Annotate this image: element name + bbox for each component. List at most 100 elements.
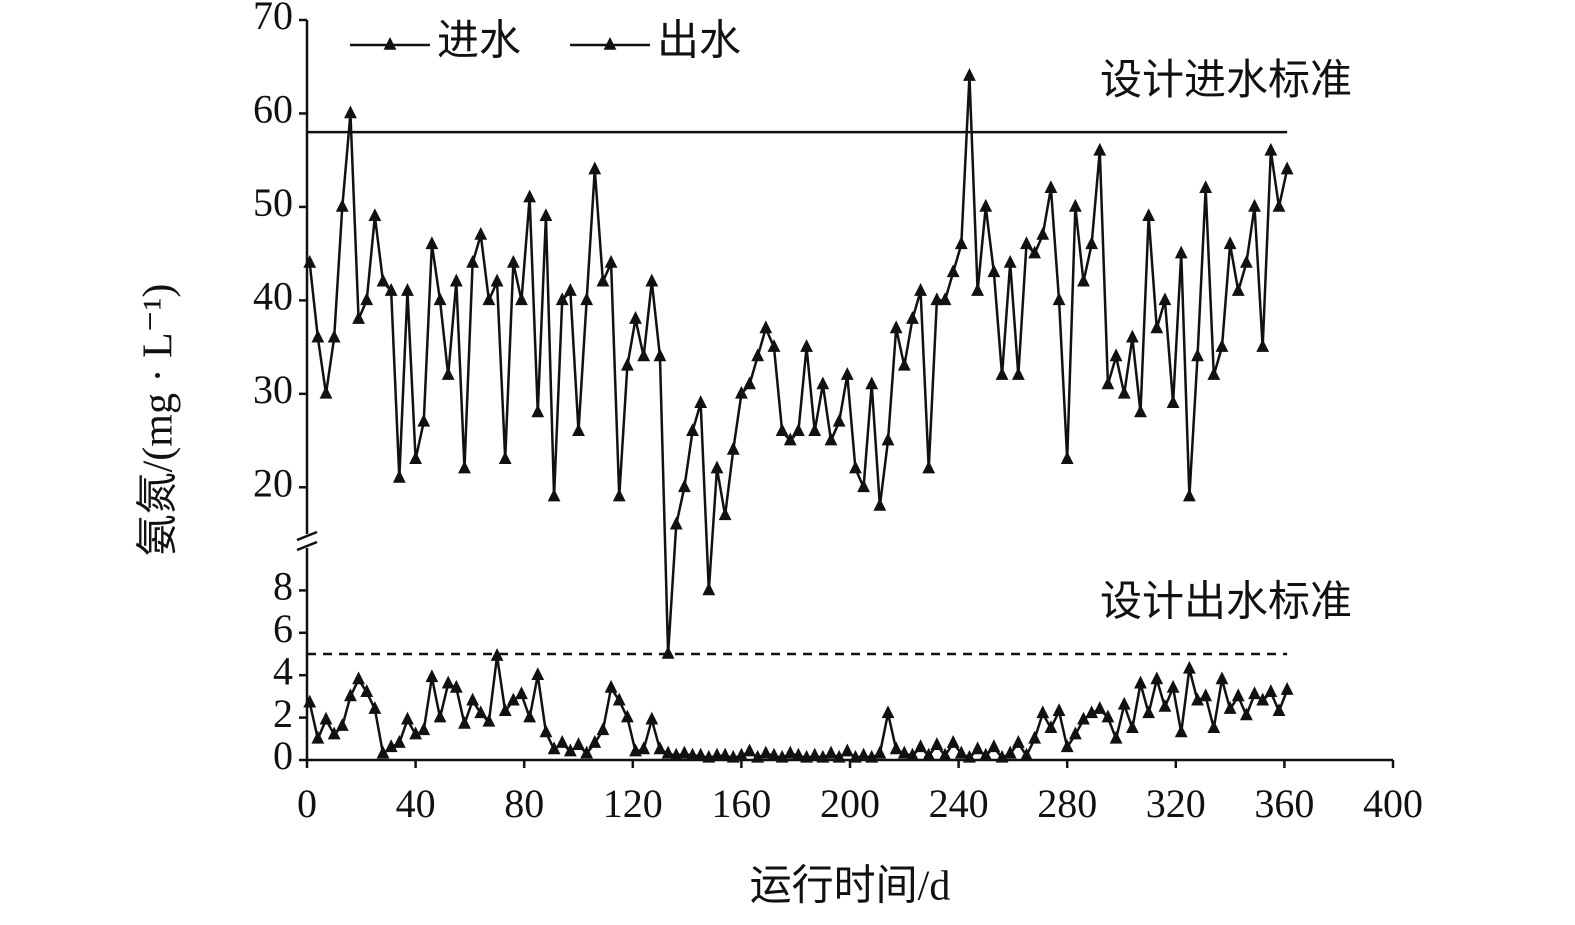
data-point [946,735,960,748]
data-point [865,376,879,390]
data-point [808,423,822,436]
data-point [344,105,357,119]
data-point [694,747,708,761]
data-point [954,236,968,250]
data-point [417,722,431,736]
data-point [401,711,414,725]
data-point [694,395,708,408]
data-point [1207,720,1221,733]
data-point [547,488,561,502]
data-point [620,357,634,371]
data-point [327,726,341,740]
data-point [1231,688,1245,702]
data-point [1036,226,1050,240]
x-tick-label: 160 [711,781,771,826]
data-point [677,479,691,493]
data-point [376,745,390,759]
data-point [735,747,748,761]
data-point [816,749,830,763]
data-point [344,688,357,702]
data-point [1239,707,1253,721]
data-point [311,329,325,343]
data-point [1182,488,1196,502]
data-point [995,367,1009,380]
data-point [1093,142,1107,156]
data-point [588,735,602,748]
data-point [1077,273,1090,287]
data-point [1044,720,1058,733]
reference-label: 设计出水标准 [1100,580,1352,626]
data-point [1028,730,1042,744]
data-point [531,667,545,680]
data-point [1036,705,1050,719]
data-point [1085,236,1099,250]
x-tick-label: 200 [820,781,880,826]
data-point [824,432,838,446]
data-point [1101,709,1115,723]
data-point [1044,180,1058,194]
data-point [1166,679,1180,693]
data-point [1182,660,1196,674]
data-point [604,254,618,268]
data-point [1068,198,1082,212]
data-point [669,516,683,530]
data-point [352,311,365,324]
x-tick-label: 0 [297,781,317,826]
data-point [1239,254,1253,268]
data-point [417,413,431,427]
data-point [523,189,537,203]
data-point [889,320,903,334]
data-point [718,507,732,521]
axis-break [296,540,318,552]
data-point [449,679,463,693]
data-point [384,739,398,753]
data-point [1191,692,1204,706]
data-point [735,385,748,399]
data-point [1134,404,1147,418]
data-point [751,749,765,763]
data-point [840,367,854,380]
data-point [677,745,691,759]
data-point [751,348,765,362]
data-point [946,264,960,278]
data-point [409,726,422,740]
data-point [914,739,927,753]
data-point [1231,283,1245,296]
data-point [555,735,569,748]
series-line [308,655,1289,760]
data-point [1256,692,1270,706]
data-point [1158,699,1172,712]
data-point [572,737,585,750]
data-point [1264,684,1278,697]
data-point [319,385,333,399]
data-point [1166,395,1180,408]
y-tick-label: 6 [273,606,293,651]
data-point [1215,671,1229,685]
data-point [384,283,398,296]
x-axis-label: 运行时间/d [750,864,951,910]
data-point [474,705,488,719]
data-point [938,747,952,761]
data-point [661,646,675,659]
data-point [783,745,797,759]
data-point [319,711,333,725]
data-point [433,709,447,723]
data-point [1109,730,1123,744]
data-point [906,747,919,761]
data-point [1150,671,1164,685]
data-point [474,226,488,240]
y-tick-label: 4 [273,648,293,693]
data-point [588,161,602,175]
data-point [645,273,659,287]
data-point [1174,724,1188,738]
data-point [539,208,553,222]
data-point [441,675,455,689]
data-point [1223,701,1237,714]
data-point [914,283,927,296]
data-point [661,745,675,759]
data-point [857,479,870,493]
data-point [1011,367,1025,380]
data-point [482,292,496,306]
data-point [1093,701,1107,714]
data-point [1077,711,1090,725]
